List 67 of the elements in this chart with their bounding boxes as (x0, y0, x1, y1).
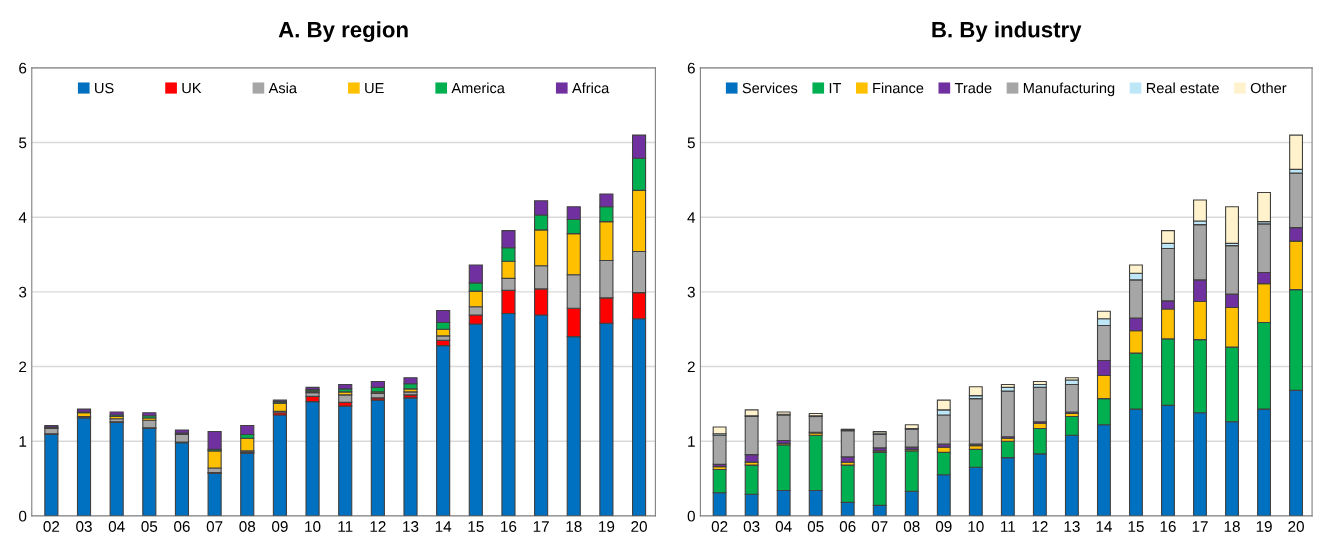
x-tick-label: 03 (743, 521, 760, 532)
x-tick-label: 02 (43, 521, 60, 532)
x-tick-label: 11 (1001, 521, 1016, 532)
y-tick-label: 1 (19, 436, 27, 447)
x-tick-label: 12 (1032, 521, 1048, 532)
x-tick-label: 18 (566, 521, 582, 532)
y-tick-label: 5 (687, 137, 695, 149)
x-tick-label: 09 (272, 521, 288, 532)
x-tick-label: 04 (775, 521, 792, 532)
x-tick-label: 05 (141, 521, 158, 532)
x-tick-label: 14 (1096, 521, 1112, 532)
legend-label: Asia (268, 82, 297, 94)
legend-label: Services (742, 82, 798, 94)
x-tick-label: 10 (968, 521, 984, 532)
legend-label: Finance (873, 82, 924, 94)
y-tick-label: 0 (687, 510, 695, 522)
y-tick-label: 3 (687, 286, 695, 298)
legend-label: Real estate (1146, 82, 1219, 94)
x-tick-label: 08 (239, 521, 256, 532)
x-tick-label: 04 (108, 521, 125, 532)
legend-label: Africa (572, 82, 610, 94)
x-tick-label: 15 (468, 521, 484, 532)
legend-label: Manufacturing (1023, 82, 1115, 97)
y-tick-label: 2 (687, 361, 695, 373)
chart-title: A. By region (278, 21, 408, 43)
y-tick-label: 3 (19, 286, 27, 298)
x-tick-label: 07 (871, 521, 888, 532)
x-tick-label: 15 (1128, 521, 1144, 532)
chart-title: B. By industry (932, 21, 1082, 42)
x-tick-label: 12 (370, 521, 386, 532)
x-tick-label: 03 (76, 521, 92, 532)
legend-label: Other (1250, 82, 1287, 94)
x-tick-label: 20 (631, 521, 647, 532)
x-tick-label: 13 (1064, 521, 1080, 532)
x-tick-label: 14 (435, 521, 452, 532)
x-tick-label: 17 (1192, 521, 1208, 532)
legend-label: UK (182, 83, 202, 94)
x-tick-label: 16 (1160, 521, 1176, 532)
y-tick-label: 4 (687, 212, 696, 223)
x-tick-label: 06 (839, 521, 856, 532)
x-tick-label: 16 (501, 521, 517, 532)
legend-label: America (451, 82, 505, 94)
y-tick-label: 4 (18, 212, 27, 223)
x-tick-label: 19 (599, 521, 615, 532)
y-tick-label: 2 (19, 361, 27, 373)
x-tick-label: 09 (935, 521, 952, 532)
x-tick-label: 05 (807, 521, 824, 532)
x-tick-label: 20 (1288, 521, 1304, 532)
legend-label: IT (829, 83, 842, 94)
y-tick-label: 0 (19, 510, 27, 522)
x-tick-label: 10 (305, 521, 321, 532)
y-tick-label: 6 (687, 62, 695, 74)
x-tick-label: 08 (903, 521, 920, 532)
x-tick-label: 11 (338, 521, 353, 532)
x-tick-label: 17 (533, 521, 549, 532)
y-tick-label: 6 (19, 62, 27, 74)
x-tick-label: 19 (1256, 521, 1272, 532)
x-tick-label: 13 (403, 521, 419, 532)
x-tick-label: 07 (206, 521, 223, 532)
x-tick-label: 02 (711, 521, 728, 532)
x-tick-label: 06 (174, 521, 190, 532)
x-tick-label: 18 (1224, 521, 1240, 532)
legend-label: US (95, 82, 114, 94)
legend-label: UE (365, 83, 384, 94)
y-tick-label: 1 (688, 436, 695, 447)
legend-label: Trade (954, 82, 992, 94)
y-tick-label: 5 (19, 137, 27, 149)
